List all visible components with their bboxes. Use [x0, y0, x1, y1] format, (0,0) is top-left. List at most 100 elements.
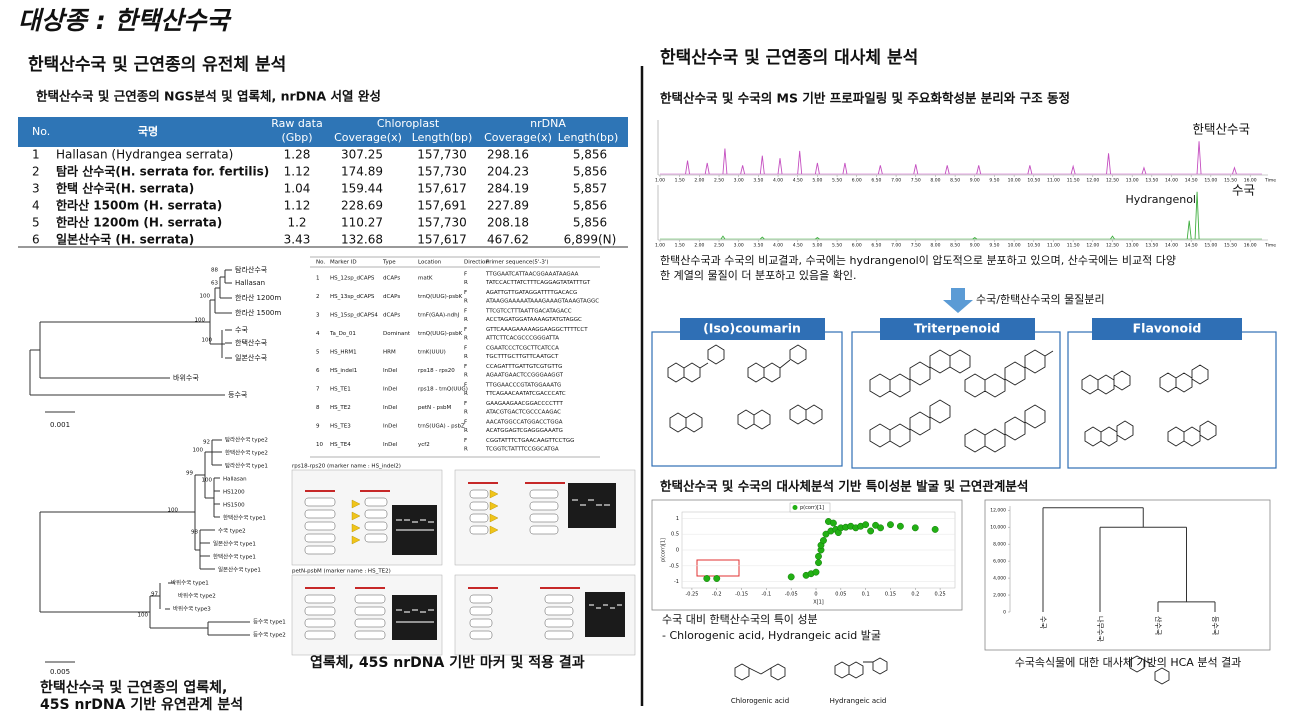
primer-td: 10 [316, 442, 323, 448]
th: 국명 [138, 124, 158, 138]
primer-td: TTCAGAACAATATCGACCCATC [485, 391, 566, 397]
x-tick-label: 12.50 [1106, 178, 1119, 184]
x-tick-label: 2.50 [714, 178, 724, 184]
td: 5,856 [573, 216, 607, 230]
y-tick-label: -1 [674, 579, 679, 585]
primer-td: R [464, 373, 468, 379]
legend-entry: 한택산수국 [1192, 122, 1250, 137]
species-name: 한택 산수국(H. serrata) [56, 181, 194, 196]
x-axis-label: Time [1264, 178, 1276, 184]
peak [913, 164, 919, 175]
gel-label: petN-psbM (marker name : HS_TE2) [292, 569, 391, 575]
x-tick-label: 6.00 [852, 178, 862, 184]
primer-td: F [464, 309, 467, 315]
tree-label: HS1200 [223, 490, 245, 496]
primer-td: InDel [383, 442, 398, 448]
td: 3.43 [284, 233, 311, 247]
x-tick-label: 11.50 [1067, 178, 1080, 184]
primer-td: petN - psbM [418, 405, 451, 411]
y-tick-label: 0 [1003, 610, 1006, 616]
x-tick-label: 7.00 [891, 243, 901, 249]
primer-td: 4 [316, 331, 320, 337]
x-tick-label: 13.50 [1145, 178, 1158, 184]
x-tick-label: 4.50 [793, 178, 803, 184]
peak [740, 165, 746, 175]
peak [797, 150, 803, 175]
x-tick-label: 0.2 [911, 592, 919, 598]
bootstrap: 97 [151, 592, 158, 598]
peak [944, 165, 950, 175]
primer-th: Marker ID [330, 260, 357, 266]
td: 467.62 [487, 233, 529, 247]
y-tick-label: 10,000 [990, 525, 1006, 531]
primer-td: Ta_Do_01 [329, 331, 356, 337]
x-axis-label: X[1] [813, 600, 824, 606]
tree-label: Hallasan [235, 279, 265, 287]
x-tick-label: 8.00 [930, 243, 940, 249]
gel-panels [291, 469, 636, 656]
x-tick-label: 14.00 [1165, 243, 1178, 249]
th: Length(bp) [558, 131, 619, 144]
peak [1196, 141, 1202, 175]
primer-td: 6 [316, 368, 320, 374]
tree-label: 탐라산수국 [235, 265, 268, 274]
scale-label: 0.001 [50, 421, 70, 429]
x-tick-label: 16.00 [1244, 243, 1257, 249]
td: 110.27 [341, 216, 383, 230]
primer-td: 7 [316, 387, 320, 393]
tree-label: 등수국 type2 [253, 632, 286, 639]
primer-td: 9 [316, 424, 320, 430]
subsection-title: 한택산수국 및 수국의 대사체분석 기반 특이성분 발굴 및 근연관계분석 [660, 479, 1028, 494]
tree-label: 바위수국 [173, 373, 199, 382]
x-tick-label: 7.50 [911, 243, 921, 249]
td: 204.23 [487, 165, 529, 179]
x-tick-label: 9.00 [970, 178, 980, 184]
legend-entry: 수국 [1232, 183, 1255, 198]
primer-td: HS_indel1 [330, 368, 357, 374]
td: 157,691 [417, 199, 467, 213]
tree1-branches [29, 269, 232, 413]
tree-label: 한택산수국 type1 [213, 553, 256, 561]
tree-label: 일본산수국 type1 [213, 540, 256, 548]
x-axis-label: Time [1264, 243, 1276, 249]
peak [1027, 165, 1033, 175]
x-tick-label: -0.05 [785, 592, 798, 598]
y-tick-label: 1 [676, 516, 679, 522]
tree-label: 수국 [235, 326, 248, 334]
x-tick-label: 9.50 [989, 178, 999, 184]
splot-caption: 수국 대비 한택산수국의 특이 성분 [662, 613, 818, 626]
compound-label: Hydrangeic acid [830, 697, 887, 705]
point [896, 522, 904, 530]
primer-td: HS_TE2 [330, 405, 351, 411]
td: 157,730 [417, 216, 467, 230]
splot-caption: - Chlorogenic acid, Hydrangeic acid 발굴 [662, 629, 881, 642]
primer-td: F [464, 420, 467, 426]
bootstrap: 100 [168, 508, 179, 514]
class-title: (Iso)coumarin [703, 321, 801, 336]
x-tick-label: 11.50 [1067, 243, 1080, 249]
td: 4 [32, 199, 40, 213]
tree-caption: 45S nrDNA 기반 유연관계 분석 [40, 696, 243, 713]
y-axis-label: p(corr)[1] [661, 538, 667, 562]
x-tick-label: 12.00 [1086, 243, 1099, 249]
primer-td: ATTCTTCACGCCCGGGATTA [486, 336, 559, 342]
y-tick-label: 0 [676, 548, 679, 554]
page-title: 대상종 : 한택산수국 [18, 6, 232, 35]
point [877, 524, 884, 532]
bootstrap: 100 [193, 448, 204, 454]
td: 5,857 [573, 182, 607, 196]
point [703, 575, 711, 582]
point [862, 521, 870, 529]
primer-td: 3 [316, 313, 320, 319]
peak [842, 162, 848, 175]
peak [976, 165, 982, 175]
primer-table-frame [310, 256, 600, 458]
th: Chloroplast [377, 117, 440, 130]
x-tick-label: 14.50 [1185, 178, 1198, 184]
th: Length(bp) [412, 131, 473, 144]
primer-td: R [464, 354, 468, 360]
primer-td: CCAGATTTGATTGTCGTGTTG [486, 364, 562, 370]
tree-label: 한택산수국 type2 [225, 449, 268, 457]
